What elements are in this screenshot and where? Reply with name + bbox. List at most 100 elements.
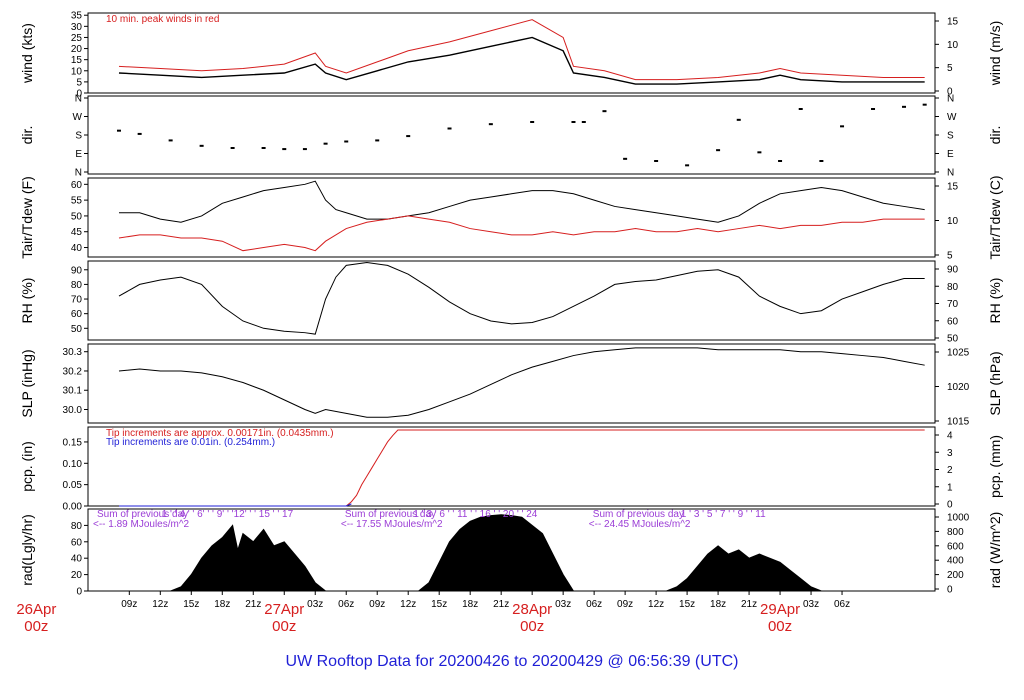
- day-label: 28Apr: [512, 601, 552, 618]
- ytick-right-label: 15: [947, 17, 959, 28]
- pcp-note-red: Tip increments are approx. 0.00171in. (0…: [106, 428, 334, 439]
- ytick-left-label: 45: [71, 227, 83, 238]
- xtick-label: 12z: [400, 599, 416, 610]
- ytick-right-label: 50: [947, 334, 959, 345]
- dir-point: [798, 108, 803, 110]
- dir-point: [323, 142, 328, 145]
- day-label: 26Apr: [16, 601, 56, 618]
- panel-frame: [87, 95, 936, 175]
- ytick-right-label: 200: [947, 570, 964, 581]
- xtick-label: 21z: [741, 599, 757, 610]
- ytick-right-label: 1: [947, 482, 953, 493]
- xtick-label: 15z: [183, 599, 199, 610]
- series-line-wind: [118, 19, 925, 81]
- ytick-left-label: E: [75, 149, 82, 160]
- ytick-left-label: 60: [71, 537, 83, 548]
- series-line-wind: [118, 36, 925, 85]
- ytick-left-label: 30.0: [63, 405, 83, 416]
- ylabel-right: RH (%): [987, 278, 1003, 324]
- ylabel-right: Tair/Tdew (C): [987, 175, 1003, 259]
- ylabel-right: SLP (hPa): [987, 351, 1003, 415]
- ytick-right-label: 1000: [947, 513, 970, 524]
- xtick-label: 15z: [431, 599, 447, 610]
- x-axis: 09z 12z 15z 18z 21z 03z 06z 09z 12z 15z 18z 21z 03z 0…: [16, 591, 850, 635]
- ytick-right-label: 1015: [947, 417, 970, 428]
- ytick-right-label: 400: [947, 556, 964, 567]
- ytick-right-label: 70: [947, 299, 959, 310]
- ytick-left-label: W: [73, 112, 83, 123]
- ytick-left-label: 0.15: [63, 437, 83, 448]
- dir-point: [736, 118, 741, 121]
- xtick-label: 12z: [152, 599, 168, 610]
- rad-sum-line2: <-- 17.55 MJoules/m^2: [341, 519, 443, 530]
- dir-point: [230, 147, 235, 149]
- ylabel-right: pcp. (mm): [987, 435, 1003, 498]
- panel-slp: 30.0 30.1 30.2 30.3 1015 1020 1025 SLP (inHg) SL…: [19, 343, 1003, 428]
- xtick-label: 15z: [679, 599, 695, 610]
- ytick-left-label: 20: [71, 570, 83, 581]
- rad-sum-line2: <-- 24.45 MJoules/m^2: [589, 519, 691, 530]
- xtick-label: 09z: [617, 599, 633, 610]
- xtick-label: 18z: [462, 599, 478, 610]
- dir-point: [488, 123, 493, 126]
- rad-hour-marks: 1 ' ' 4 ' ' 6' ' ' 9' ' '12' ' ' 15 ' ' …: [162, 509, 294, 520]
- ytick-left-label: 0.05: [63, 480, 83, 491]
- dir-point: [199, 144, 204, 147]
- ylabel-right: wind (m/s): [987, 21, 1003, 87]
- day-label-hour: 00z: [768, 618, 792, 635]
- rad-hour-marks: 1 ' 3 ' 6 ' ' 11 ' ' 16 ' ' 20 ' ' 24: [413, 509, 537, 520]
- ytick-right-label: 2: [947, 465, 953, 476]
- ytick-right-label: 3: [947, 448, 953, 459]
- ytick-right-label: 1020: [947, 382, 970, 393]
- xtick-label: 03z: [803, 599, 819, 610]
- day-label: 29Apr: [760, 601, 800, 618]
- ytick-left-label: 30.2: [63, 366, 83, 377]
- dir-point: [654, 160, 659, 162]
- day-label: 27Apr: [264, 601, 304, 618]
- ylabel-right: rad (W/m^2): [987, 512, 1003, 589]
- dir-point: [447, 127, 452, 130]
- rad-area: [666, 545, 822, 592]
- dir-point: [137, 132, 142, 135]
- rad-sum-line1: Sum of previous day: [97, 509, 188, 520]
- ytick-right-label: N: [947, 168, 954, 179]
- dir-point: [261, 147, 266, 149]
- ytick-right-label: 1025: [947, 348, 970, 359]
- ytick-left-label: S: [75, 131, 82, 142]
- ytick-left-label: 30.3: [63, 347, 83, 358]
- dir-point: [530, 121, 535, 123]
- panel-frame: [87, 426, 936, 507]
- ytick-left-label: 0: [76, 587, 82, 598]
- dir-point: [757, 151, 762, 154]
- ytick-right-label: 800: [947, 527, 964, 538]
- panel-frame: [87, 12, 936, 94]
- dir-point: [623, 157, 628, 160]
- ytick-left-label: 20: [71, 44, 83, 55]
- xtick-label: 18z: [214, 599, 230, 610]
- ylabel-left: rad(Lgly/hr): [19, 514, 35, 586]
- dir-point: [168, 139, 173, 142]
- pcp-note-blue: Tip increments are 0.01in. (0.254mm.): [106, 437, 275, 448]
- panel-pcp: 0.00 0.05 0.10 0.15 0 1 2 3 4 pcp. (in) pcp. (mm) T…: [19, 426, 1003, 513]
- series-line-pcp: [118, 429, 925, 507]
- dir-point: [571, 121, 576, 123]
- rad-sum-line1: Sum of previous day: [593, 509, 684, 520]
- rad-area: [417, 514, 575, 592]
- dir-point: [922, 103, 927, 106]
- dir-point: [406, 135, 411, 138]
- ytick-left-label: 50: [71, 324, 83, 335]
- series-line-rh: [118, 261, 925, 335]
- ytick-right-label: 5: [947, 63, 953, 74]
- series-line-slp: [118, 347, 925, 418]
- ytick-left-label: 80: [71, 280, 83, 291]
- ytick-left-label: 15: [71, 55, 83, 66]
- xtick-label: 12z: [648, 599, 664, 610]
- ytick-left-label: 35: [71, 11, 83, 22]
- xtick-label: 03z: [555, 599, 571, 610]
- dir-point: [685, 164, 690, 167]
- xtick-label: 06z: [586, 599, 602, 610]
- ytick-right-label: E: [947, 149, 954, 160]
